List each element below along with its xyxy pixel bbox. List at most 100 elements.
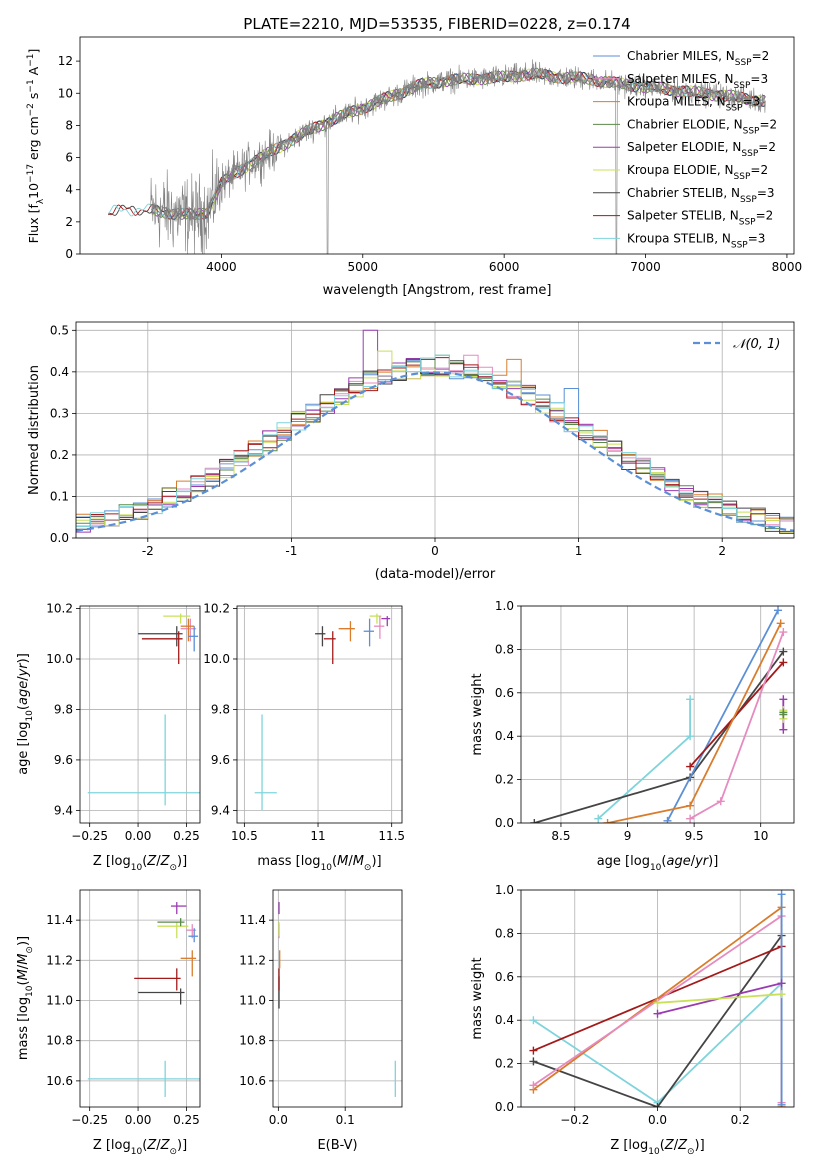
x-tick-label: -2 <box>142 544 154 558</box>
legend-label: Salpeter ELODIE, NSSP=2 <box>627 140 776 159</box>
series-line <box>689 661 784 768</box>
y-tick-label: 0.8 <box>495 926 514 940</box>
legend-label: Chabrier MILES, NSSP=2 <box>627 49 769 68</box>
series-salpeter-miles <box>686 628 788 823</box>
plot-area <box>530 606 788 823</box>
y-tick-label: 6 <box>65 151 73 165</box>
series-point <box>779 628 788 637</box>
y-tick-label: 0.6 <box>495 686 514 700</box>
legend-label: Chabrier STELIB, NSSP=3 <box>627 186 775 205</box>
point-kroupa-stelib <box>254 714 277 811</box>
x-tick-label: 2 <box>718 544 726 558</box>
ticks: −0.25 0.00 0.25 10.6 10.8 11.0 11.2 11.4 <box>46 913 200 1127</box>
ticks: 10.5 11 11.5 9.4 9.6 9.8 10.0 10.2 <box>203 602 405 843</box>
x-tick-label: 9 <box>624 829 632 843</box>
y-tick-label: 0.6 <box>495 970 514 984</box>
x-axis-label: mass [log10(M/M⊙)] <box>257 854 381 873</box>
x-axis-label: Z [log10(Z/Z⊙)] <box>93 854 187 873</box>
x-axis-label: (data-model)/error <box>375 567 496 582</box>
grid <box>76 322 794 539</box>
y-tick-label: 11.4 <box>239 913 266 927</box>
y-axis-label: mass weight <box>470 673 485 755</box>
series-point <box>686 801 695 810</box>
series-point <box>529 1016 538 1025</box>
point-chabrier-stelib <box>138 626 183 647</box>
x-tick-label: −0.25 <box>71 829 108 843</box>
series-point <box>529 1046 538 1055</box>
mass-vs-metallicity-panel: −0.25 0.00 0.25 10.6 10.8 11.0 11.2 11.4 Z [log1… <box>16 889 201 1157</box>
legend-label: Salpeter STELIB, NSSP=2 <box>627 209 773 228</box>
x-tick-label: 11 <box>310 829 325 843</box>
ticks: 4000 5000 6000 7000 8000 0 2 4 6 8 10 12 <box>58 54 802 274</box>
y-tick-label: 0.3 <box>50 406 69 420</box>
point-kroupa-miles <box>180 618 195 642</box>
series-point <box>686 695 695 704</box>
legend: Chabrier MILES, NSSP=2 Salpeter MILES, NS… <box>593 49 777 250</box>
grid <box>237 606 402 823</box>
grid <box>80 606 200 823</box>
series-chabrier-stelib <box>530 647 788 823</box>
y-tick-label: 0.4 <box>495 1013 514 1027</box>
x-tick-label: 0.25 <box>173 1113 200 1127</box>
x-axis-label: wavelength [Angstrom, rest frame] <box>323 283 552 298</box>
series-point <box>777 990 786 999</box>
y-tick-label: 11.2 <box>239 953 266 967</box>
legend-label: Kroupa MILES, NSSP=3 <box>627 95 760 114</box>
y-axis-label: mass [log10(M/M⊙)] <box>16 936 35 1060</box>
y-tick-label: 0.5 <box>50 323 69 337</box>
axes-frame <box>520 605 795 824</box>
x-tick-label: −0.2 <box>560 1113 589 1127</box>
point-kroupa-stelib <box>87 1060 200 1097</box>
y-tick-label: 0 <box>65 247 73 261</box>
y-tick-label: 0.8 <box>495 642 514 656</box>
y-tick-label: 1.0 <box>495 599 514 613</box>
x-tick-label: 10 <box>753 829 768 843</box>
x-axis-label: age [log10(age/yr)] <box>597 854 719 873</box>
x-tick-label: 11.5 <box>378 829 405 843</box>
point-chabrier-stelib <box>138 988 185 1005</box>
series-point <box>777 979 786 988</box>
axes-frame <box>79 605 201 824</box>
y-tick-label: 11.0 <box>239 994 266 1008</box>
point-chabrier-miles <box>363 618 375 647</box>
legend-label: 𝒩(0, 1) <box>733 337 780 352</box>
y-tick-label: 8 <box>65 118 73 132</box>
y-tick-label: 9.4 <box>211 803 230 817</box>
y-tick-label: 1.0 <box>495 883 514 897</box>
series-point <box>776 619 785 628</box>
axes-frame <box>520 889 795 1108</box>
y-tick-label: 0.0 <box>50 531 69 545</box>
point-salpeter-elodie <box>381 616 391 627</box>
plot-area <box>87 613 200 806</box>
y-tick-label: 4 <box>65 183 73 197</box>
x-tick-label: 0.1 <box>336 1113 355 1127</box>
ticks: -2 -1 0 1 2 0.0 0.1 0.2 0.3 0.4 0.5 <box>50 323 726 558</box>
x-tick-label: 4000 <box>206 260 237 274</box>
plot-area <box>254 613 391 811</box>
series-point <box>779 658 788 667</box>
y-tick-label: 11.2 <box>46 953 73 967</box>
x-tick-label: 0.25 <box>173 829 200 843</box>
y-tick-label: 0.0 <box>495 816 514 830</box>
gaussian-curve <box>76 371 794 532</box>
ticks: −0.2 0.0 0.2 0.0 0.2 0.4 0.6 0.8 1.0 <box>495 883 750 1127</box>
x-axis-label: E(B-V) <box>317 1138 357 1153</box>
y-tick-label: 10 <box>58 86 73 100</box>
point-kroupa-elodie <box>163 613 191 624</box>
ticks: 0.0 0.1 10.6 10.8 11.0 11.2 11.4 <box>239 913 354 1127</box>
legend: 𝒩(0, 1) <box>693 337 780 352</box>
point-salpeter-elodie <box>170 902 187 915</box>
series-point <box>653 998 662 1007</box>
plot-area <box>107 59 766 254</box>
y-tick-label: 10.8 <box>46 1034 73 1048</box>
y-tick-label: 11.0 <box>46 994 73 1008</box>
y-tick-label: 10.6 <box>239 1074 266 1088</box>
series-point <box>777 1100 786 1107</box>
axes-frame <box>79 36 795 255</box>
spectrum-panel: 4000 5000 6000 7000 8000 0 2 4 6 8 10 12 Chabrier MI… <box>26 36 802 298</box>
y-tick-label: 11.4 <box>46 913 73 927</box>
mass-weight-vs-age-panel: 8.5 9 9.5 10 0.0 0.2 0.4 0.6 0.8 1.0 age [log10(ag… <box>470 599 795 873</box>
y-tick-label: 0.2 <box>50 448 69 462</box>
x-tick-label: 10.5 <box>231 829 258 843</box>
